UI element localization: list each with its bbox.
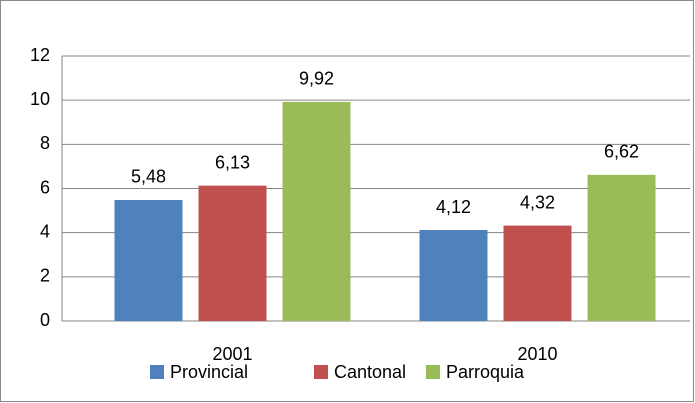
- data-label: 4,12: [436, 197, 471, 217]
- legend-label: Provincial: [170, 362, 248, 382]
- y-tick-label: 4: [40, 221, 50, 241]
- y-tick-label: 12: [30, 45, 50, 65]
- legend-swatch: [426, 365, 440, 379]
- legend-label: Parroquia: [446, 362, 525, 382]
- y-tick-label: 6: [40, 177, 50, 197]
- bar: [114, 199, 183, 321]
- data-label: 6,62: [604, 142, 639, 162]
- y-tick-label: 0: [40, 310, 50, 330]
- y-tick-label: 10: [30, 89, 50, 109]
- x-tick-label: 2010: [517, 344, 557, 364]
- data-label: 5,48: [131, 167, 166, 187]
- legend-label: Cantonal: [334, 362, 406, 382]
- data-label: 6,13: [215, 152, 250, 172]
- bar: [419, 230, 488, 321]
- y-tick-label: 8: [40, 133, 50, 153]
- legend-swatch: [314, 365, 328, 379]
- legend-swatch: [150, 365, 164, 379]
- x-tick-label: 2001: [212, 344, 252, 364]
- bar: [587, 174, 656, 321]
- bar: [198, 185, 267, 321]
- data-label: 9,92: [299, 69, 334, 89]
- bar: [503, 225, 572, 321]
- data-label: 4,32: [520, 192, 555, 212]
- bar: [282, 101, 351, 321]
- y-tick-label: 2: [40, 266, 50, 286]
